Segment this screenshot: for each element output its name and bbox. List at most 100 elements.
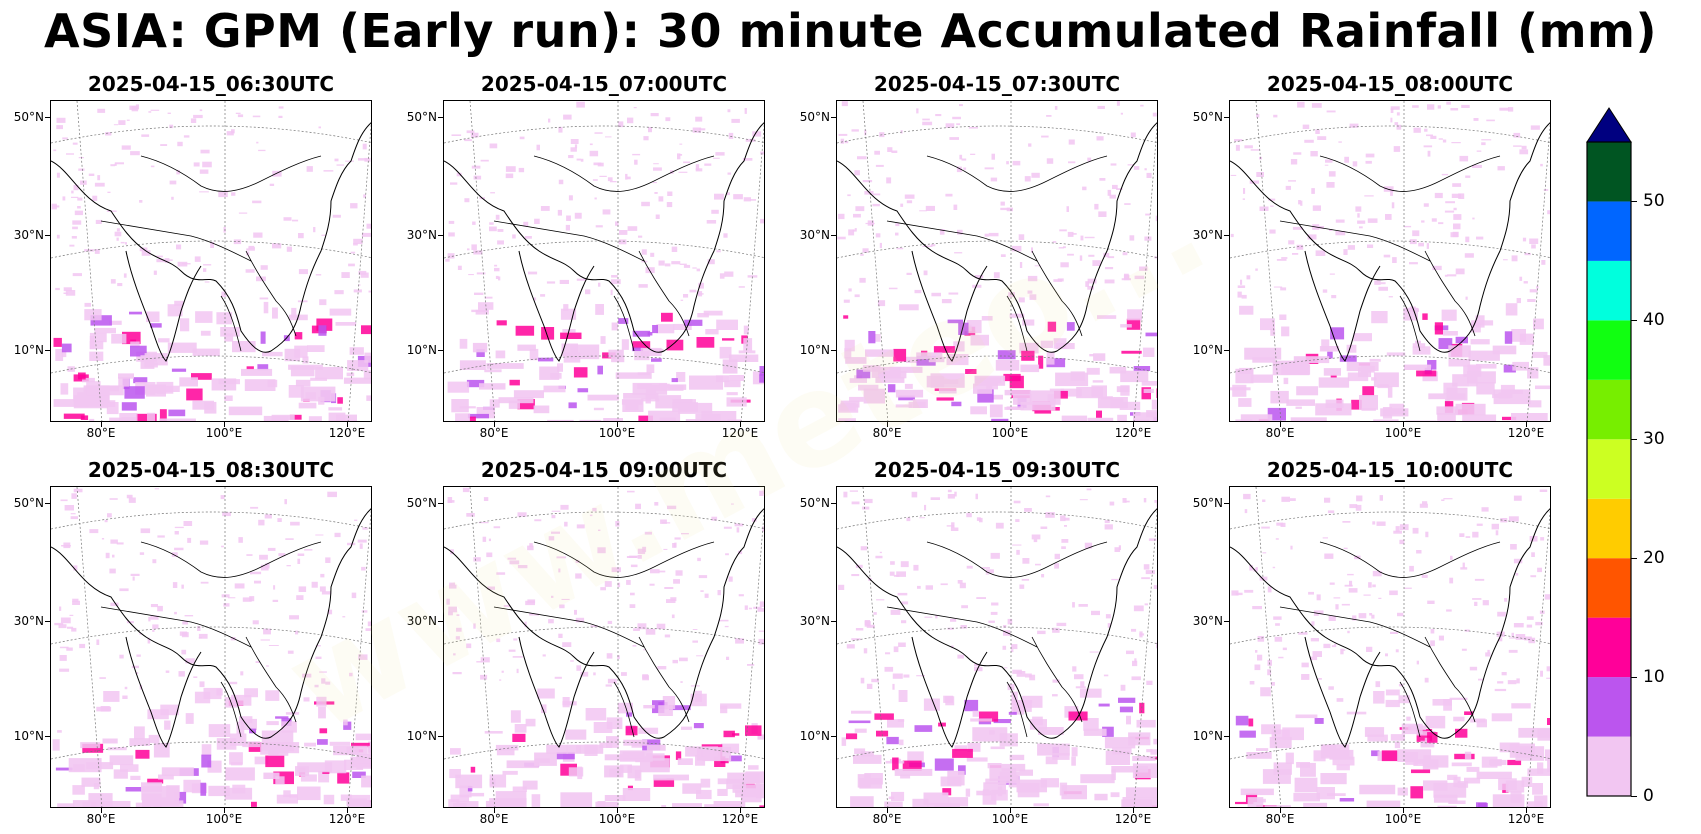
longitude-tick [1280, 808, 1281, 813]
longitude-label: 100°E [598, 812, 636, 826]
latitude-tick [1224, 235, 1229, 236]
latitude-tick [438, 235, 443, 236]
colorbar-tick-label: 50 [1643, 191, 1665, 212]
colorbar-level [1587, 379, 1631, 440]
latitude-label: 50°N [13, 496, 44, 510]
longitude-label: 120°E [328, 426, 366, 440]
latitude-label: 10°N [1192, 729, 1223, 743]
latitude-label: 50°N [799, 110, 830, 124]
latitude-label: 50°N [799, 496, 830, 510]
latitude-tick [45, 235, 50, 236]
latitude-tick [45, 350, 50, 351]
latitude-label: 10°N [406, 343, 437, 357]
panel-time-title: 2025-04-15_08:00UTC [1266, 72, 1514, 96]
colorbar: 0 10 20 30 40 50 [1586, 107, 1665, 806]
longitude-label: 120°E [328, 812, 366, 826]
colorbar-level [1587, 677, 1631, 737]
latitude-label: 30°N [406, 228, 437, 242]
longitude-tick [617, 808, 618, 813]
map-panel: 2025-04-15_07:30UTC 50°N 30°N 10°N 80°E 100°… [800, 72, 1158, 452]
latitude-tick [438, 350, 443, 351]
latitude-tick [438, 503, 443, 504]
map-canvas [51, 101, 371, 421]
panel-time-title: 2025-04-15_07:00UTC [480, 72, 728, 96]
colorbar-tick [1631, 558, 1637, 560]
map-frame [50, 486, 372, 808]
latitude-label: 30°N [799, 228, 830, 242]
latitude-label: 30°N [406, 614, 437, 628]
panel-time-title: 2025-04-15_07:30UTC [873, 72, 1121, 96]
latitude-label: 30°N [13, 614, 44, 628]
longitude-label: 120°E [721, 426, 759, 440]
colorbar-level [1587, 320, 1631, 380]
longitude-label: 120°E [1114, 812, 1152, 826]
latitude-label: 50°N [406, 110, 437, 124]
longitude-label: 80°E [86, 426, 116, 440]
map-frame [443, 486, 765, 808]
longitude-label: 100°E [1384, 812, 1422, 826]
latitude-label: 50°N [13, 110, 44, 124]
colorbar-tick [1631, 320, 1637, 322]
latitude-tick [831, 736, 836, 737]
latitude-label: 30°N [799, 614, 830, 628]
longitude-label: 80°E [872, 812, 902, 826]
latitude-label: 30°N [1192, 614, 1223, 628]
longitude-tick [887, 422, 888, 427]
map-panel: 2025-04-15_07:00UTC 50°N 30°N 10°N 80°E 100°… [407, 72, 765, 452]
latitude-tick [1224, 736, 1229, 737]
colorbar-tick [1631, 201, 1637, 203]
latitude-tick [1224, 117, 1229, 118]
map-frame [443, 100, 765, 422]
longitude-label: 80°E [86, 812, 116, 826]
map-frame [1229, 100, 1551, 422]
map-frame [50, 100, 372, 422]
colorbar-level [1587, 558, 1631, 618]
longitude-label: 120°E [1114, 426, 1152, 440]
map-canvas [1230, 101, 1550, 421]
longitude-label: 100°E [991, 812, 1029, 826]
map-panel: 2025-04-15_08:00UTC 50°N 30°N 10°N 80°E 100°… [1193, 72, 1551, 452]
longitude-label: 80°E [479, 812, 509, 826]
longitude-tick [1133, 808, 1134, 813]
colorbar-tick [1631, 677, 1637, 679]
longitude-label: 100°E [205, 426, 243, 440]
longitude-label: 80°E [1265, 426, 1295, 440]
map-canvas [837, 101, 1157, 421]
map-canvas [837, 487, 1157, 807]
panel-time-title: 2025-04-15_10:00UTC [1266, 458, 1514, 482]
map-frame [1229, 486, 1551, 808]
map-frame [836, 486, 1158, 808]
latitude-tick [831, 621, 836, 622]
latitude-label: 10°N [799, 343, 830, 357]
map-panel: 2025-04-15_08:30UTC 50°N 30°N 10°N 80°E 100°… [14, 458, 372, 834]
longitude-tick [494, 808, 495, 813]
latitude-label: 50°N [406, 496, 437, 510]
colorbar-level [1587, 498, 1631, 559]
latitude-tick [45, 736, 50, 737]
longitude-tick [740, 422, 741, 427]
colorbar-level [1587, 201, 1631, 261]
longitude-label: 100°E [598, 426, 636, 440]
latitude-tick [45, 621, 50, 622]
map-canvas [444, 487, 764, 807]
latitude-label: 10°N [406, 729, 437, 743]
longitude-tick [1526, 422, 1527, 427]
longitude-tick [224, 422, 225, 427]
longitude-tick [347, 422, 348, 427]
longitude-tick [1133, 422, 1134, 427]
longitude-label: 80°E [872, 426, 902, 440]
panel-time-title: 2025-04-15_09:30UTC [873, 458, 1121, 482]
latitude-tick [831, 235, 836, 236]
longitude-tick [1403, 808, 1404, 813]
latitude-tick [831, 117, 836, 118]
longitude-tick [617, 422, 618, 427]
longitude-tick [224, 808, 225, 813]
longitude-label: 80°E [1265, 812, 1295, 826]
longitude-tick [494, 422, 495, 427]
colorbar-tick [1631, 439, 1637, 441]
latitude-tick [438, 117, 443, 118]
latitude-tick [1224, 503, 1229, 504]
longitude-label: 100°E [991, 426, 1029, 440]
latitude-label: 10°N [799, 729, 830, 743]
